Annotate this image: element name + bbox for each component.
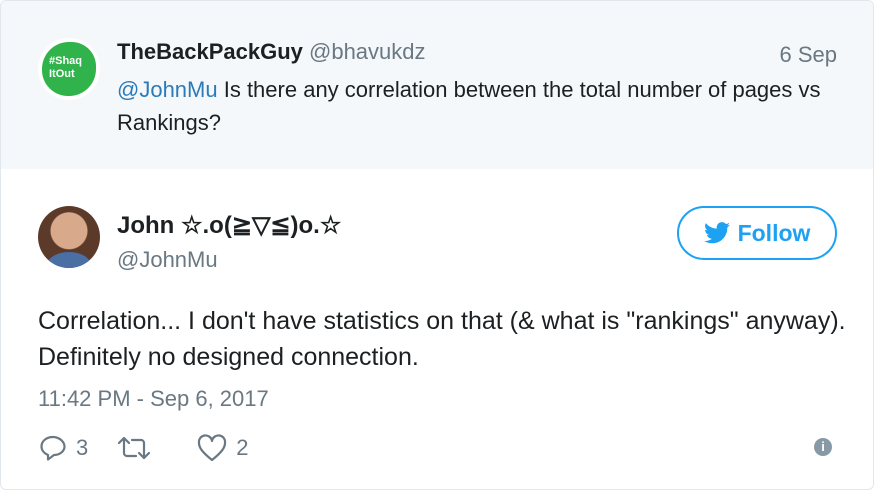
parent-handle: @bhavukdz bbox=[309, 39, 426, 64]
tweet-text: Correlation... I don't have statistics o… bbox=[38, 307, 846, 371]
parent-tweet[interactable]: #Shaq ItOut TheBackPackGuy @bhavukdz 6 S… bbox=[1, 1, 873, 169]
like-count: 2 bbox=[236, 435, 249, 460]
info-icon[interactable]: i bbox=[814, 438, 832, 456]
avatar-logo: #Shaq ItOut bbox=[42, 42, 96, 96]
reply-icon bbox=[40, 435, 66, 461]
reply-count: 3 bbox=[76, 435, 89, 460]
parent-date[interactable]: 6 Sep bbox=[779, 42, 838, 67]
heart-icon bbox=[198, 434, 227, 462]
timestamp[interactable]: 11:42 PM - Sep 6, 2017 bbox=[38, 386, 269, 411]
retweet-icon bbox=[118, 436, 151, 460]
avatar[interactable] bbox=[38, 206, 100, 268]
retweet-button[interactable] bbox=[116, 433, 152, 463]
follow-button[interactable]: Follow bbox=[677, 206, 837, 260]
author-handle[interactable]: @JohnMu bbox=[117, 247, 218, 272]
like-button[interactable]: 2 bbox=[196, 433, 249, 463]
reply-button[interactable]: 3 bbox=[38, 433, 88, 463]
tweet-actions: 3 2 bbox=[38, 433, 277, 463]
avatar-parent[interactable]: #Shaq ItOut bbox=[38, 38, 100, 100]
parent-text: @JohnMu Is there any correlation between… bbox=[117, 77, 821, 135]
author-name[interactable]: John ☆.o(≧▽≦)o.☆ bbox=[117, 212, 342, 239]
parent-author[interactable]: TheBackPackGuy @bhavukdz bbox=[117, 39, 426, 64]
twitter-bird-icon bbox=[703, 222, 730, 244]
mention-link[interactable]: @JohnMu bbox=[117, 77, 218, 102]
